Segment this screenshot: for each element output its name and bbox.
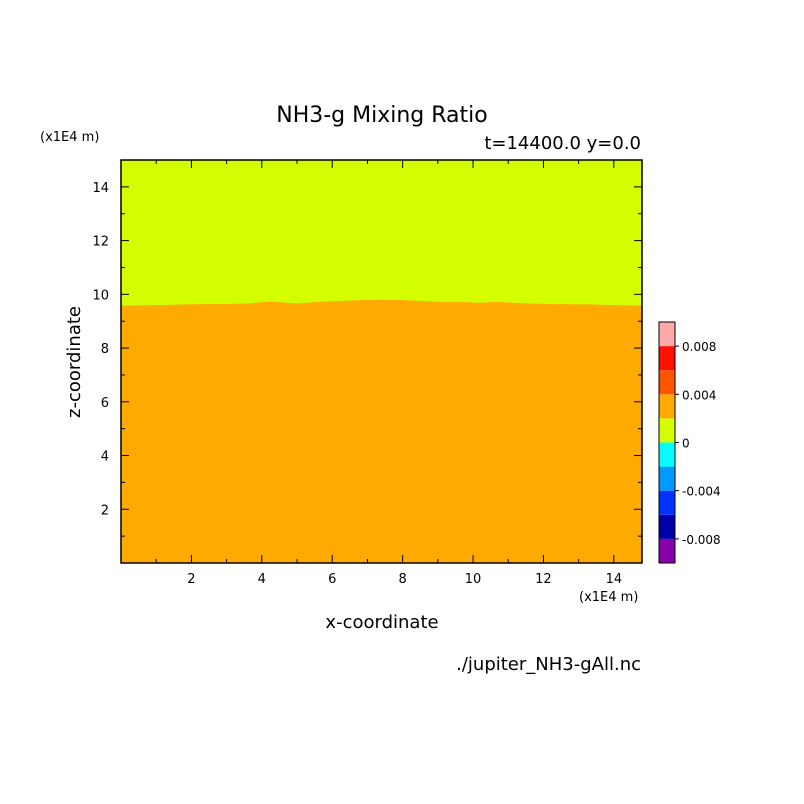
colorbar-swatch [659, 418, 675, 443]
y-tick-label: 14 [92, 181, 109, 196]
colorbar-swatch [659, 466, 675, 491]
colorbar-swatch [659, 394, 675, 419]
x-tick-label: 14 [606, 572, 623, 587]
x-tick-label: 4 [258, 572, 266, 587]
x-tick-label: 10 [465, 572, 482, 587]
y-tick-label: 12 [92, 235, 109, 250]
plot-area: 2 4 6 8 10 12 14 2 4 6 8 10 12 14 [92, 159, 643, 587]
colorbar: 0.008 0.004 0 -0.004 -0.008 [658, 321, 721, 564]
region-lower [121, 299, 642, 563]
colorbar-swatch [659, 442, 675, 467]
x-unit-label: (x1E4 m) [579, 590, 638, 605]
y-tick-label: 2 [101, 503, 109, 518]
y-unit-label: (x1E4 m) [40, 130, 99, 145]
x-tick-label: 8 [398, 572, 406, 587]
chart-title: NH3-g Mixing Ratio [276, 103, 488, 128]
y-tick-label: 4 [101, 450, 109, 465]
y-tick-label: 10 [92, 288, 109, 303]
colorbar-swatch [659, 538, 675, 563]
colorbar-tick-label: 0.008 [682, 340, 716, 354]
colorbar-tick-label: 0.004 [682, 388, 716, 402]
y-axis-label: z-coordinate [64, 306, 85, 418]
colorbar-tick-label: -0.008 [682, 533, 721, 547]
chart-subtitle: t=14400.0 y=0.0 [484, 133, 641, 154]
colorbar-swatch [659, 490, 675, 515]
source-file-label: ./jupiter_NH3-gAll.nc [456, 654, 641, 675]
y-tick-label: 6 [101, 396, 109, 411]
colorbar-tick-label: -0.004 [682, 485, 721, 499]
y-tick-label: 8 [101, 342, 109, 357]
colorbar-swatch [659, 346, 675, 371]
colorbar-swatch [659, 322, 675, 347]
x-tick-label: 6 [328, 572, 336, 587]
x-axis-label: x-coordinate [325, 612, 438, 633]
x-tick-label: 12 [535, 572, 552, 587]
colorbar-swatch [659, 370, 675, 395]
colorbar-tick-label: 0 [682, 437, 690, 451]
plot-frame [120, 159, 643, 564]
x-tick-label: 2 [187, 572, 195, 587]
colorbar-swatch [659, 514, 675, 539]
